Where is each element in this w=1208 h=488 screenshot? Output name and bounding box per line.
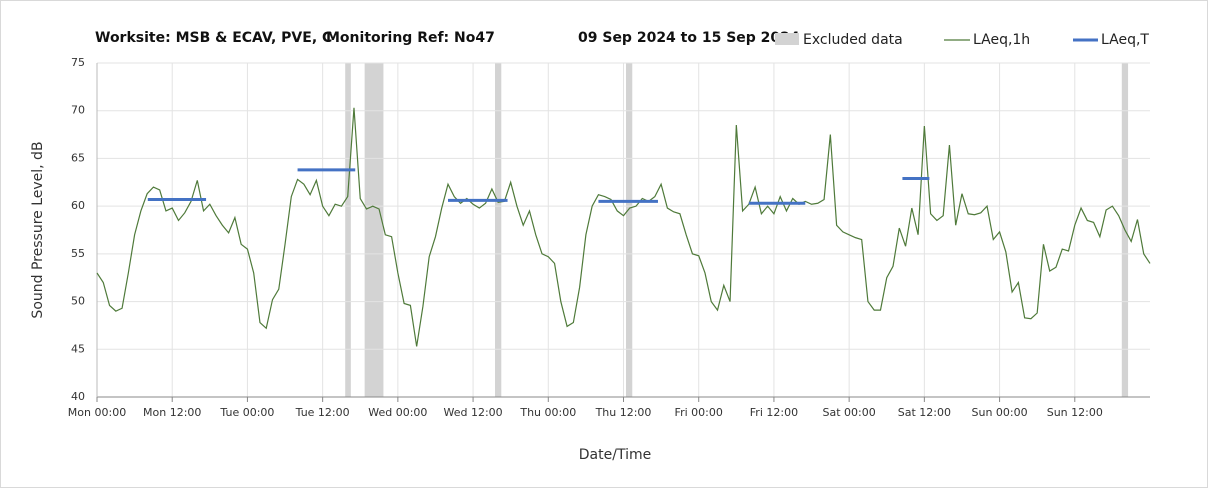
legend-label: LAeq,T <box>1101 32 1149 48</box>
y-axis-label: Sound Pressure Level, dB <box>30 141 46 318</box>
y-tick-label: 60 <box>71 199 85 212</box>
x-tick-label: Sun 00:00 <box>972 406 1028 419</box>
x-tick-label: Thu 00:00 <box>519 406 576 419</box>
y-tick-label: 70 <box>71 104 85 117</box>
excluded-band <box>345 63 351 397</box>
excluded-band <box>626 63 633 397</box>
excluded-band <box>364 63 384 397</box>
x-tick-label: Wed 12:00 <box>443 406 502 419</box>
y-tick-label: 40 <box>71 390 85 403</box>
x-tick-label: Tue 00:00 <box>219 406 274 419</box>
chart-title: Worksite: MSB & ECAV, PVE, C <box>95 30 332 46</box>
line-series <box>96 107 1151 347</box>
x-tick-label: Thu 12:00 <box>595 406 652 419</box>
chart-subtitle: Monitoring Ref: No47 <box>326 30 495 46</box>
x-tick-label: Fri 12:00 <box>750 406 798 419</box>
y-tick-label: 75 <box>71 56 85 69</box>
y-tick-label: 50 <box>71 295 85 308</box>
x-tick-label: Wed 00:00 <box>368 406 427 419</box>
legend-label: Excluded data <box>803 32 903 48</box>
legend-swatch <box>775 33 799 45</box>
x-tick-label: Fri 00:00 <box>675 406 723 419</box>
y-tick-label: 65 <box>71 151 85 164</box>
x-tick-label: Tue 12:00 <box>295 406 350 419</box>
x-tick-label: Sat 12:00 <box>898 406 951 419</box>
legend-label: LAeq,1h <box>973 32 1030 48</box>
x-tick-label: Sat 00:00 <box>823 406 876 419</box>
x-tick-label: Sun 12:00 <box>1047 406 1103 419</box>
x-tick-label: Mon 12:00 <box>143 406 201 419</box>
y-tick-label: 45 <box>71 342 85 355</box>
x-axis-label: Date/Time <box>579 447 651 463</box>
x-tick-label: Mon 00:00 <box>68 406 126 419</box>
chart-period: 09 Sep 2024 to 15 Sep 2024 <box>578 30 800 46</box>
excluded-band <box>495 63 502 397</box>
y-tick-label: 55 <box>71 247 85 260</box>
